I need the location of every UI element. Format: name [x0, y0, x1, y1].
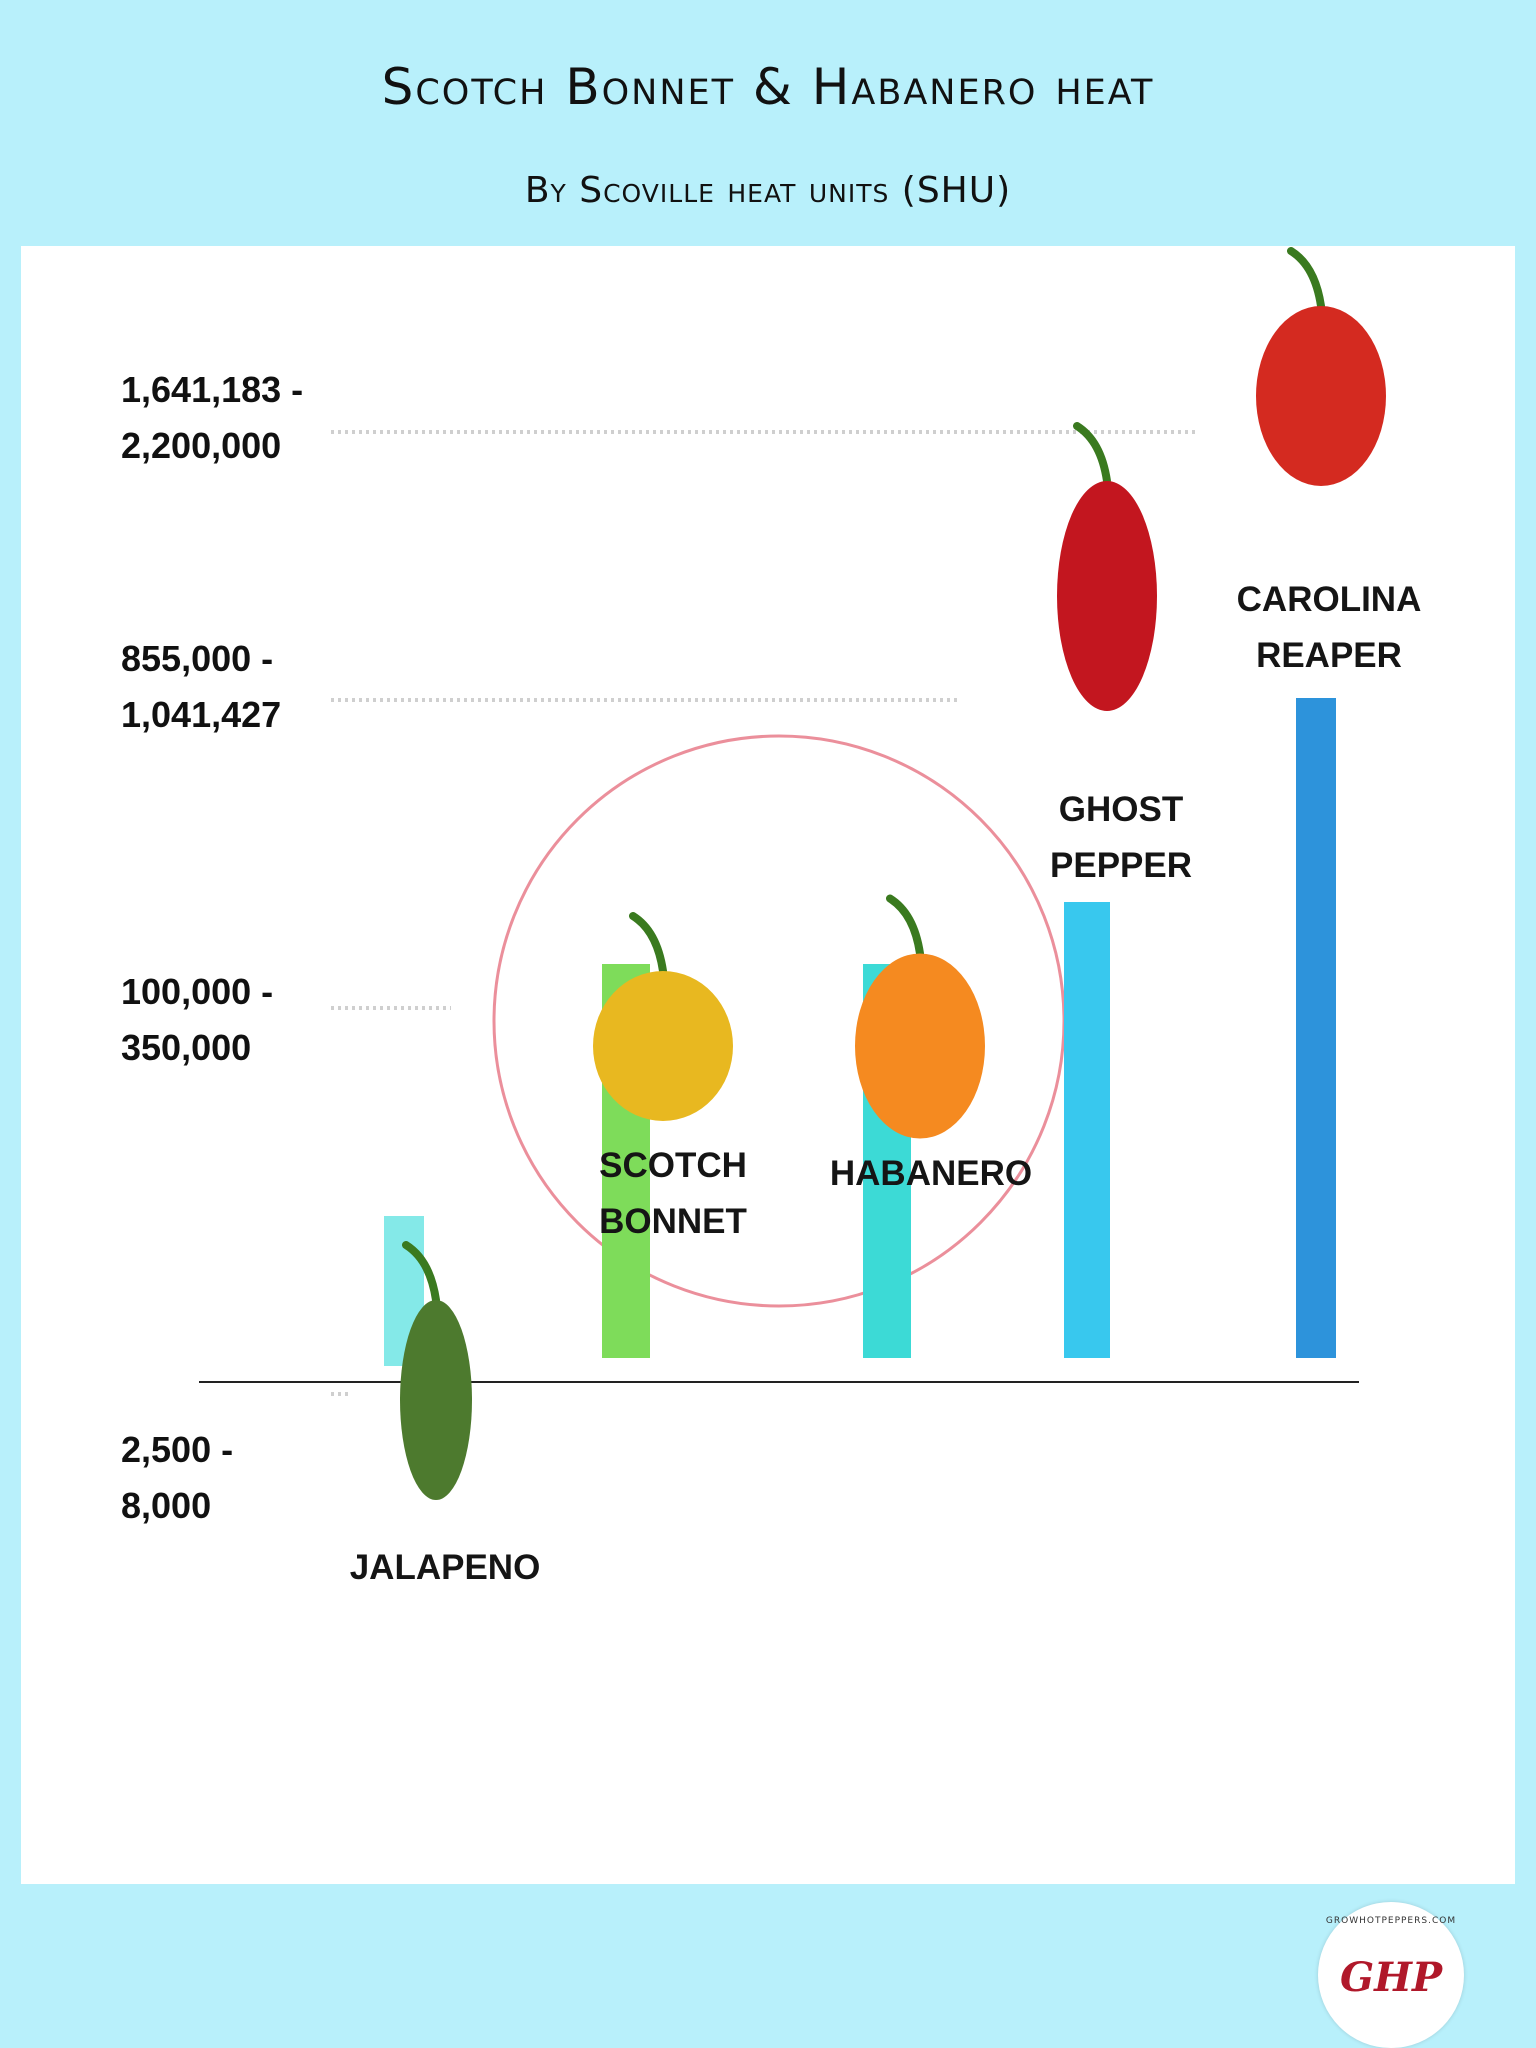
chart-subtitle: By Scoville heat units (SHU): [524, 170, 1012, 211]
logo-text: GHP: [1339, 1954, 1443, 2001]
bar-chart: [199, 247, 1386, 1500]
bar-label-scotch-bonnet: SCOTCH BONNET: [599, 1146, 747, 1241]
bar-label-habanero: HABANERO: [829, 1154, 1033, 1193]
chart-title: Scotch Bonnet & Habanero heat: [381, 58, 1155, 116]
chart-panel: 1,641,183 - 2,200,000 855,000 - 1,041,42…: [21, 246, 1515, 1884]
bar-label-carolina-reaper: CAROLINA REAPER: [1236, 580, 1422, 675]
bar-label-jalapeno: JALAPENO: [349, 1548, 541, 1587]
logo-url: GROWHOTPEPPERS.COM: [1325, 1916, 1457, 1926]
ghost-pepper-image: [1057, 422, 1157, 711]
bar-label-ghost-pepper: GHOST PEPPER: [1050, 790, 1192, 885]
bar-carolina-reaper: [1296, 698, 1336, 1358]
tick-label-3: 855,000 - 1,041,427: [121, 638, 282, 735]
tick-label-2: 100,000 - 350,000: [121, 971, 274, 1068]
tick-label-4: 1,641,183 - 2,200,000: [121, 369, 304, 466]
site-logo: GROWHOTPEPPERS.COM GHP: [1318, 1902, 1464, 2048]
bar-ghost-pepper: [1064, 902, 1110, 1358]
jalapeno-pepper-image: [400, 1241, 472, 1500]
habanero-pepper-image: [855, 894, 985, 1139]
carolina-reaper-pepper-image: [1256, 247, 1386, 486]
scotch-bonnet-pepper-image: [593, 912, 733, 1121]
tick-label-1: 2,500 - 8,000: [121, 1429, 234, 1526]
